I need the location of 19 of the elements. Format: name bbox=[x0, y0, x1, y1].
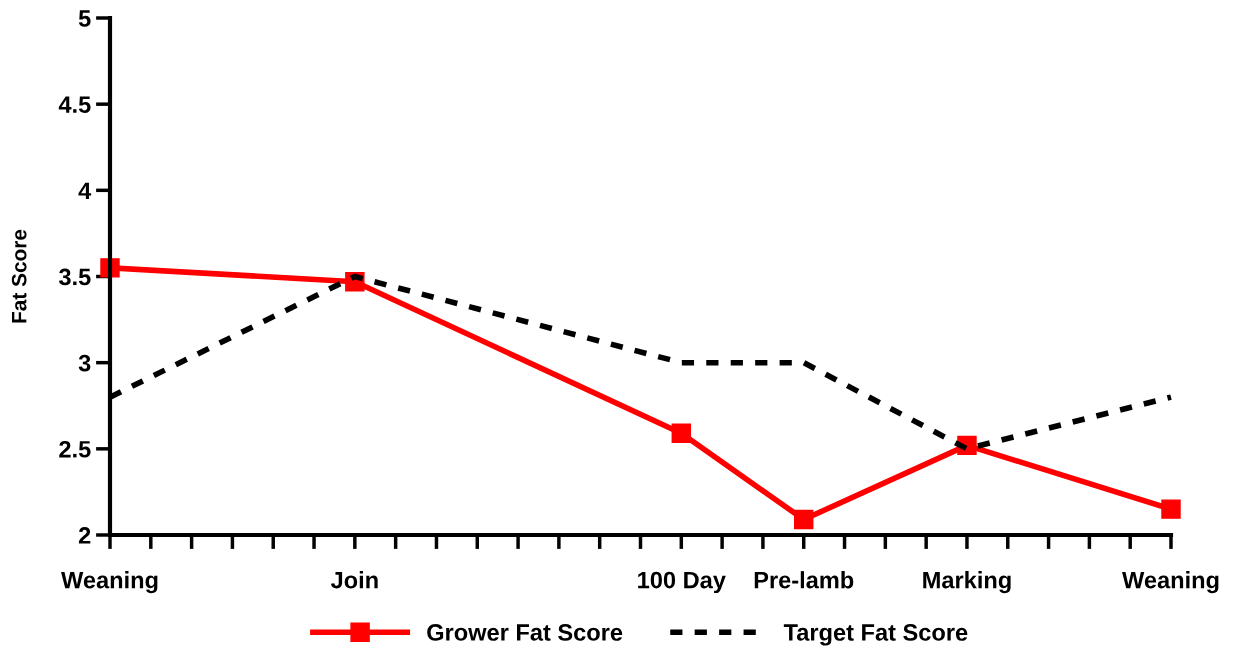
point bbox=[671, 423, 692, 444]
x-tick-label: 100 Day bbox=[638, 571, 726, 594]
y-tick-label: 2.5 bbox=[59, 440, 91, 458]
y-tick-label: 3.5 bbox=[58, 268, 91, 286]
legend-label: Target Fat Score bbox=[783, 624, 968, 646]
x-tick-label: Join bbox=[330, 571, 378, 589]
x-tick-label: Weaning bbox=[61, 571, 158, 594]
legend-label: Grower Fat Score bbox=[427, 624, 623, 641]
x-tick-label: Marking bbox=[923, 571, 1011, 594]
point bbox=[1161, 499, 1181, 519]
y-tick-label: 2 bbox=[78, 527, 91, 544]
y-axis-title: Fat Score bbox=[11, 229, 27, 323]
y-tick-label: 4 bbox=[78, 182, 92, 199]
x-tick-label: Weaning bbox=[1122, 571, 1219, 594]
y-tick-label: 5 bbox=[78, 10, 91, 27]
y-tick-label: 4.5 bbox=[58, 96, 91, 113]
point bbox=[794, 509, 814, 530]
y-tick-label: 3 bbox=[78, 354, 91, 372]
x-tick-label: Pre-lamb bbox=[754, 571, 854, 589]
